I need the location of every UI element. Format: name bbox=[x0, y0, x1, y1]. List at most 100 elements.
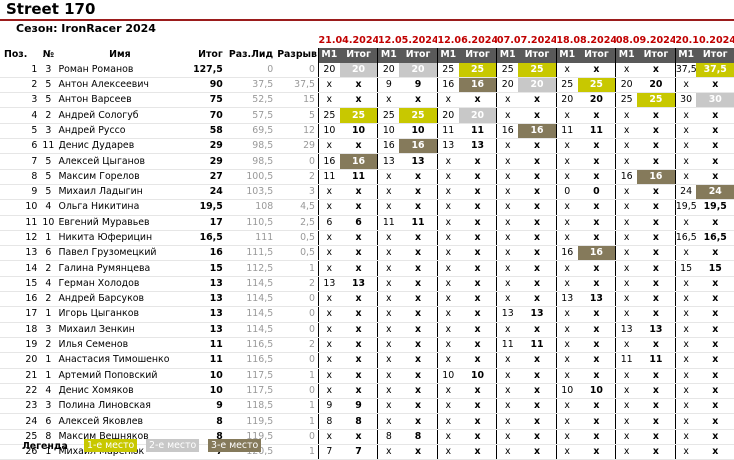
stage-total-cell: x bbox=[637, 398, 676, 415]
stage-m1-cell: x bbox=[674, 306, 697, 323]
stage-m1-cell: x bbox=[555, 276, 578, 293]
total-cell: 10 bbox=[183, 368, 226, 384]
stage-total-cell: x bbox=[518, 429, 557, 446]
stage-m1-cell: x bbox=[436, 215, 459, 231]
stage-m1-cell: x bbox=[317, 260, 340, 277]
col-stage-total: Итог bbox=[577, 48, 616, 63]
stage-total-cell: x bbox=[518, 352, 557, 369]
stage-total-cell: x bbox=[637, 184, 676, 201]
stage-m1-cell: x bbox=[674, 352, 697, 369]
stage-total-cell: 20 bbox=[577, 92, 616, 109]
stage-m1-cell: x bbox=[496, 352, 519, 369]
pos-cell: 6 bbox=[0, 138, 41, 155]
stage-m1-cell: 13 bbox=[555, 291, 578, 308]
pos-cell: 5 bbox=[0, 123, 41, 140]
stage-m1-cell: x bbox=[317, 306, 340, 323]
pos-cell: 15 bbox=[0, 276, 41, 293]
stage-m1-cell: x bbox=[555, 215, 578, 231]
stage-m1-cell: x bbox=[377, 184, 400, 201]
stage-m1-cell: x bbox=[555, 306, 578, 323]
stage-total-cell: x bbox=[696, 337, 734, 354]
stage-m1-cell: x bbox=[436, 276, 459, 293]
gap-leader-cell: 0 bbox=[225, 62, 277, 78]
stage-m1-cell: x bbox=[436, 306, 459, 323]
stage-total-cell: 13 bbox=[637, 322, 676, 338]
total-cell: 11 bbox=[183, 352, 226, 369]
stage-m1-cell: x bbox=[674, 322, 697, 338]
stage-total-cell: x bbox=[637, 276, 676, 293]
driver-name: Никита Юферицин bbox=[56, 230, 184, 247]
stage-m1-cell: x bbox=[377, 276, 400, 293]
stage-total-cell: x bbox=[518, 245, 557, 262]
col-name: Имя bbox=[109, 49, 131, 61]
stage-total-cell: x bbox=[458, 260, 497, 277]
stage-total-cell: x bbox=[518, 184, 557, 201]
stage-m1-cell: x bbox=[496, 92, 519, 109]
stage-m1-cell: x bbox=[615, 429, 637, 446]
table-row: 4 2 Андрей Сологуб 70 57,5 5 25 25 25 25 20 20 x x x x x… bbox=[0, 107, 734, 124]
gap-leader-cell: 98,5 bbox=[225, 138, 277, 155]
stage-total-cell: x bbox=[577, 199, 616, 216]
total-cell: 70 bbox=[183, 107, 226, 124]
stage-total-cell: 10 bbox=[577, 383, 616, 400]
num-cell: 2 bbox=[40, 107, 57, 124]
num-cell: 5 bbox=[40, 169, 57, 185]
stage-m1-cell: x bbox=[377, 199, 400, 216]
stage-m1-cell: 20 bbox=[377, 62, 400, 78]
stage-total-cell: x bbox=[458, 184, 497, 201]
gap-leader-cell: 100,5 bbox=[225, 169, 277, 185]
stage-total-cell: x bbox=[518, 92, 557, 109]
stage-m1-cell: 25 bbox=[317, 107, 340, 124]
pos-cell: 22 bbox=[0, 383, 41, 400]
column-header-row: Поз. № Имя Итог Раз.Лид Разрыв M1 Итог M1 И… bbox=[0, 48, 734, 63]
stage-m1-cell: x bbox=[615, 276, 637, 293]
stage-total-cell: 25 bbox=[637, 92, 676, 109]
stage-m1-cell: x bbox=[674, 291, 697, 308]
stage-m1-cell: x bbox=[496, 215, 519, 231]
stage-total-cell: x bbox=[696, 138, 734, 155]
stage-m1-cell: x bbox=[377, 413, 400, 430]
pos-cell: 7 bbox=[0, 153, 41, 170]
stage-total-cell: x bbox=[339, 138, 378, 155]
col-total: Итог bbox=[198, 49, 223, 61]
total-cell: 10 bbox=[183, 383, 226, 400]
title-divider bbox=[0, 19, 734, 21]
stage-m1-cell: x bbox=[496, 245, 519, 262]
stage-total-cell: 9 bbox=[399, 77, 438, 94]
stage-m1-cell: x bbox=[496, 322, 519, 338]
driver-name: Илья Семенов bbox=[56, 337, 184, 354]
table-row: 22 4 Денис Хомяков 10 117,5 0 x x x x x x x x 10 10 x x x x bbox=[0, 383, 734, 400]
total-cell: 17 bbox=[183, 215, 226, 231]
stage-m1-cell: 8 bbox=[317, 413, 340, 430]
total-cell: 29 bbox=[183, 153, 226, 170]
gap-leader-cell: 116,5 bbox=[225, 337, 277, 354]
stage-m1-cell: 16 bbox=[496, 123, 519, 140]
gap-cell: 2 bbox=[276, 276, 319, 293]
stage-m1-cell: 9 bbox=[377, 77, 400, 94]
stage-m1-cell: 20 bbox=[436, 107, 459, 124]
stage-m1-cell: x bbox=[377, 245, 400, 262]
stage-total-cell: 13 bbox=[339, 276, 378, 293]
stage-total-cell: x bbox=[339, 337, 378, 354]
num-cell: 4 bbox=[40, 276, 57, 293]
stage-total-cell: 8 bbox=[399, 429, 438, 446]
gap-cell: 0,5 bbox=[276, 245, 319, 262]
stage-m1-cell: x bbox=[555, 368, 578, 384]
table-row: 13 6 Павел Грузомецкий 16 111,5 0,5 x x x x x x x x 16… bbox=[0, 245, 734, 262]
stage-m1-cell: x bbox=[496, 429, 519, 446]
stage-m1-cell: x bbox=[555, 107, 578, 124]
stage-m1-cell: x bbox=[317, 199, 340, 216]
stage-m1-cell: x bbox=[615, 291, 637, 308]
stage-m1-cell: 13 bbox=[377, 153, 400, 170]
stage-total-cell: 20 bbox=[637, 77, 676, 94]
stage-m1-cell: x bbox=[377, 383, 400, 400]
stage-total-cell: x bbox=[399, 352, 438, 369]
stage-m1-cell: x bbox=[555, 138, 578, 155]
stage-total-cell: 20 bbox=[518, 77, 557, 94]
stage-m1-cell: x bbox=[615, 123, 637, 140]
stage-m1-cell: 10 bbox=[436, 368, 459, 384]
driver-name: Роман Романов bbox=[56, 62, 184, 78]
col-stage-m1: M1 bbox=[377, 48, 400, 63]
stage-m1-cell: x bbox=[377, 352, 400, 369]
stage-m1-cell: x bbox=[436, 153, 459, 170]
